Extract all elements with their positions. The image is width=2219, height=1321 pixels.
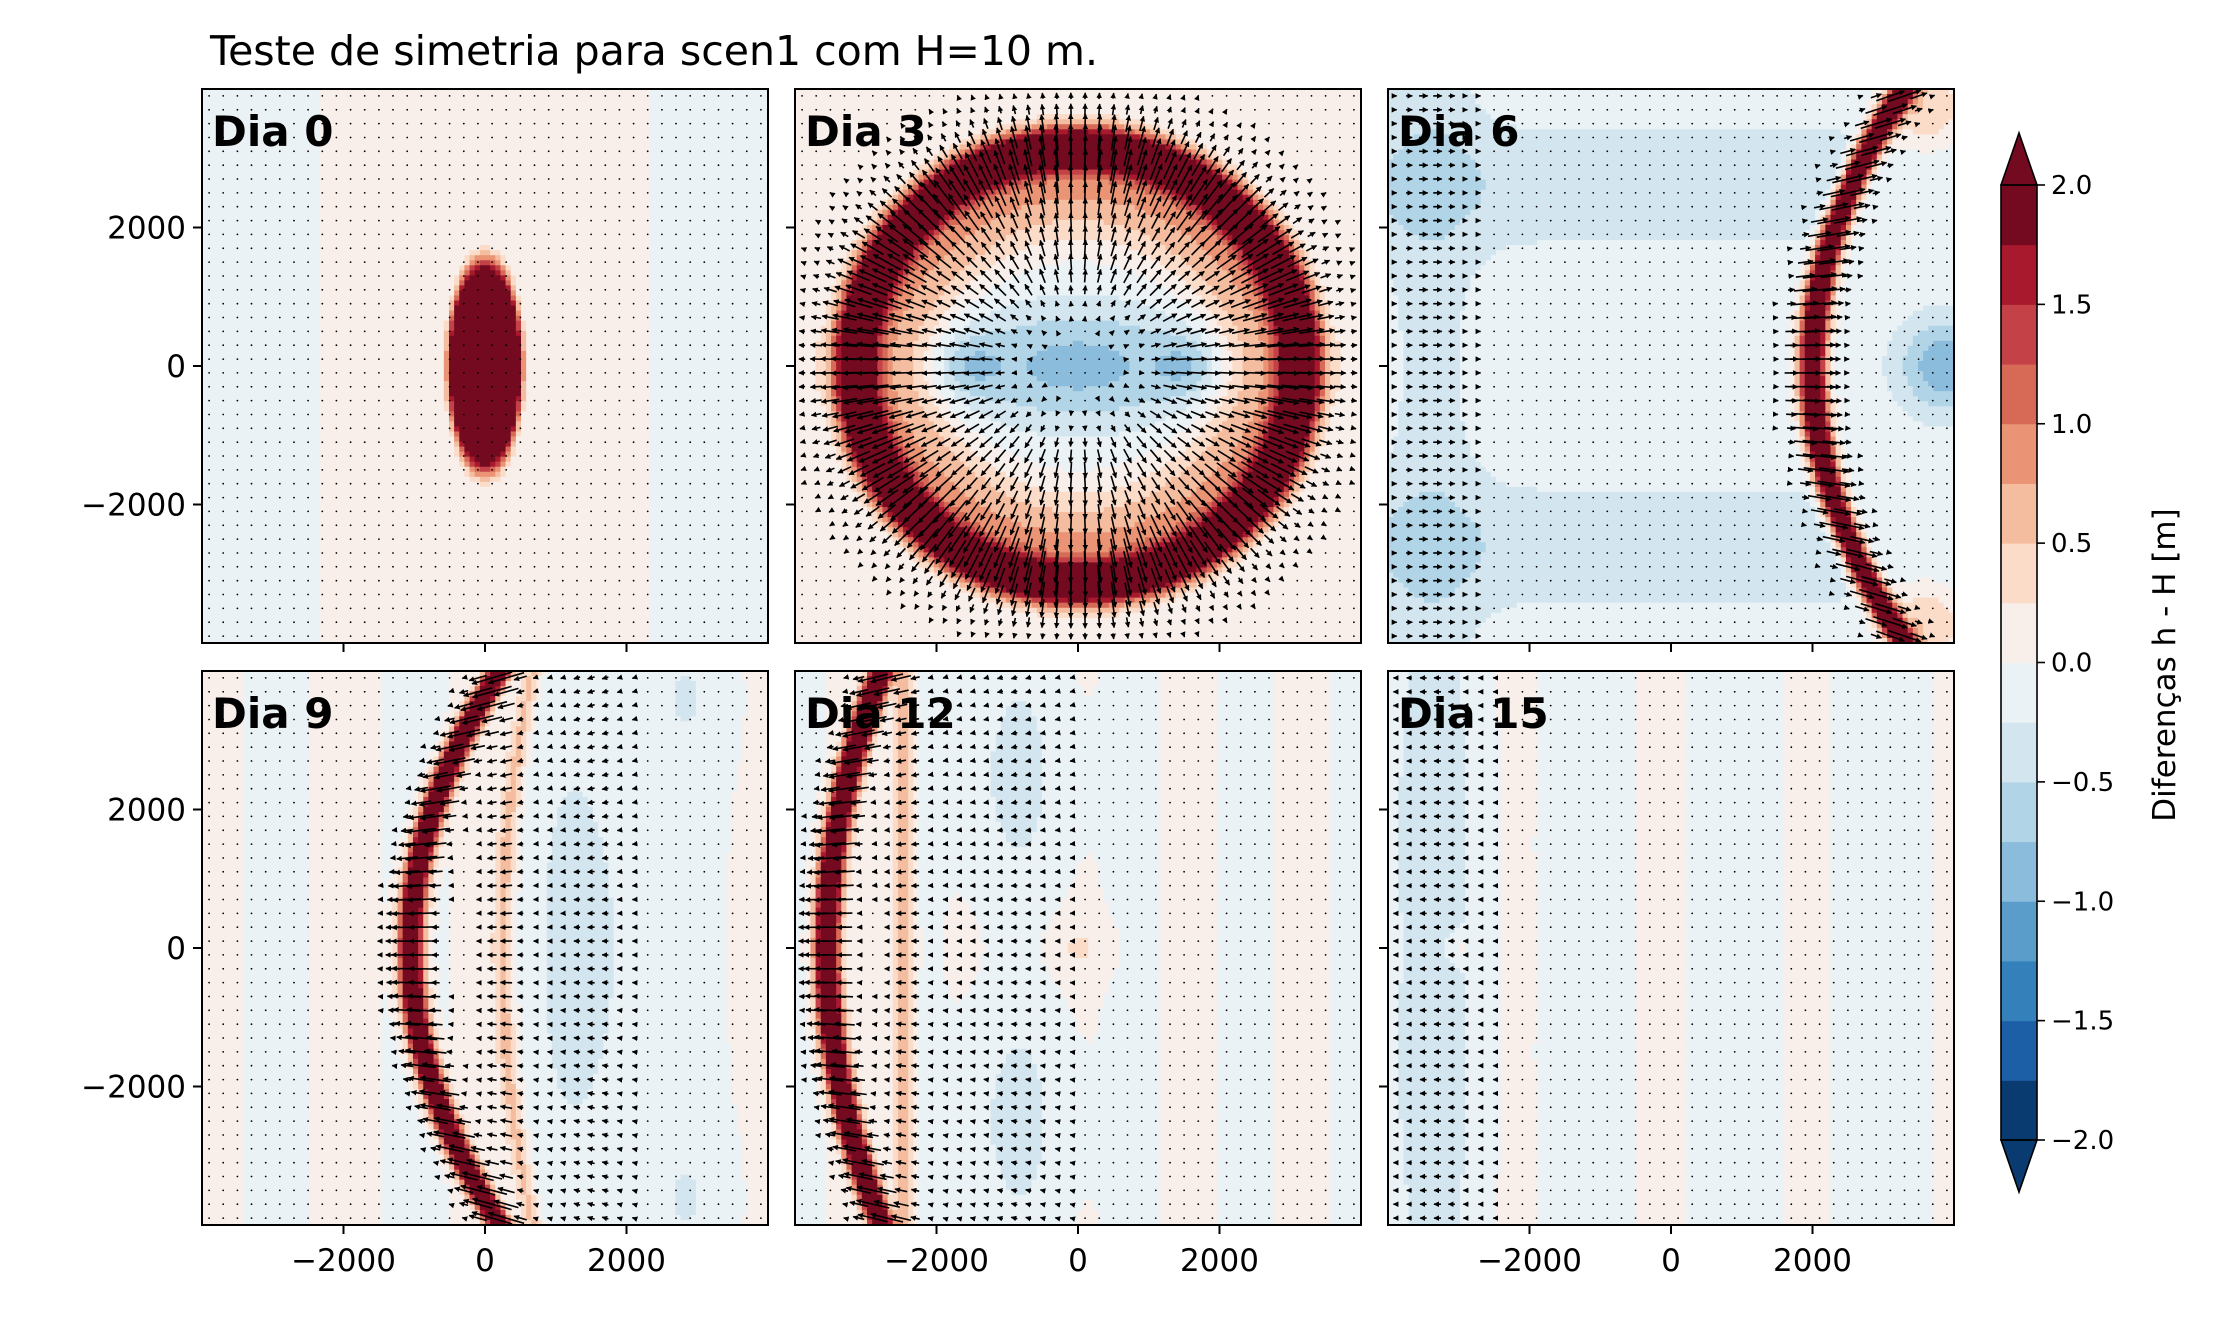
- panel-9: −2000 0 2000 2000 0 −2000 Dia 9: [81, 671, 768, 1279]
- colorbar-segment: [2001, 424, 2037, 484]
- y-tick-label: 2000: [107, 793, 186, 829]
- colorbar-segment: [2001, 603, 2037, 663]
- colorbar-segment: [2001, 842, 2037, 902]
- contour-field: [795, 89, 1362, 644]
- panel-12: −2000 0 2000 Dia 12: [786, 671, 1362, 1279]
- x-tick-label: 2000: [587, 1243, 666, 1279]
- colorbar-extend-max: [2001, 133, 2037, 185]
- y-tick-label: 0: [166, 349, 186, 385]
- x-tick-label: −2000: [291, 1243, 396, 1279]
- colorbar-segment: [2001, 245, 2037, 305]
- contour-field: [1388, 671, 1955, 1226]
- y-tick-label: −2000: [81, 1070, 186, 1106]
- colorbar-tick-label: −1.0: [2051, 887, 2114, 917]
- colorbar-tick-label: 2.0: [2051, 171, 2092, 201]
- colorbar-segment: [2001, 304, 2037, 364]
- panel-label: Dia 15: [1398, 689, 1549, 738]
- panel-15: −2000 0 2000 Dia 15: [1379, 671, 1955, 1279]
- panel-label: Dia 6: [1398, 107, 1519, 156]
- colorbar-segment: [2001, 961, 2037, 1021]
- colorbar-segment: [2001, 1021, 2037, 1081]
- x-tick-label: −2000: [884, 1243, 989, 1279]
- colorbar-segment: [2001, 185, 2037, 245]
- x-tick-label: 2000: [1180, 1243, 1259, 1279]
- panel-0: 2000 0 −2000 Dia 0: [81, 89, 768, 652]
- x-tick-label: 0: [1661, 1243, 1681, 1279]
- contour-field: [202, 89, 769, 644]
- colorbar-extend-min: [2001, 1140, 2037, 1192]
- chart-title: Teste de simetria para scen1 com H=10 m.: [209, 27, 1098, 75]
- contour-field: [1388, 89, 1955, 644]
- colorbar: −2.0 −1.5 −1.0 −0.5 0.0 0.5 1.0 1.5 2.0: [2001, 133, 2114, 1192]
- colorbar-segment: [2001, 543, 2037, 603]
- colorbar-tick-label: 0.5: [2051, 529, 2092, 559]
- y-tick-label: −2000: [81, 488, 186, 524]
- x-tick-label: 0: [475, 1243, 495, 1279]
- contour-field: [795, 671, 1362, 1226]
- colorbar-label: Diferenças h - H [m]: [2147, 508, 2183, 821]
- colorbar-segment: [2001, 782, 2037, 842]
- x-tick-label: 2000: [1773, 1243, 1852, 1279]
- colorbar-segment: [2001, 722, 2037, 782]
- colorbar-tick-label: −1.5: [2051, 1007, 2114, 1037]
- x-tick-label: −2000: [1477, 1243, 1582, 1279]
- panel-label: Dia 9: [212, 689, 333, 738]
- y-tick-label: 0: [166, 931, 186, 967]
- colorbar-segment: [2001, 364, 2037, 424]
- panel-6: Dia 6: [1379, 89, 1955, 652]
- contour-field: [202, 671, 769, 1226]
- x-tick-label: 0: [1068, 1243, 1088, 1279]
- colorbar-tick-label: 1.0: [2051, 410, 2092, 440]
- colorbar-segment: [2001, 483, 2037, 543]
- colorbar-tick-label: 1.5: [2051, 290, 2092, 320]
- colorbar-segment: [2001, 1080, 2037, 1140]
- panel-label: Dia 3: [805, 107, 926, 156]
- colorbar-segment: [2001, 663, 2037, 723]
- colorbar-tick-label: −0.5: [2051, 768, 2114, 798]
- panel-label: Dia 0: [212, 107, 333, 156]
- colorbar-tick-label: 0.0: [2051, 649, 2092, 679]
- panel-3: Dia 3: [786, 89, 1362, 652]
- y-tick-label: 2000: [107, 211, 186, 247]
- colorbar-segment: [2001, 901, 2037, 961]
- panel-label: Dia 12: [805, 689, 956, 738]
- colorbar-tick-label: −2.0: [2051, 1126, 2114, 1156]
